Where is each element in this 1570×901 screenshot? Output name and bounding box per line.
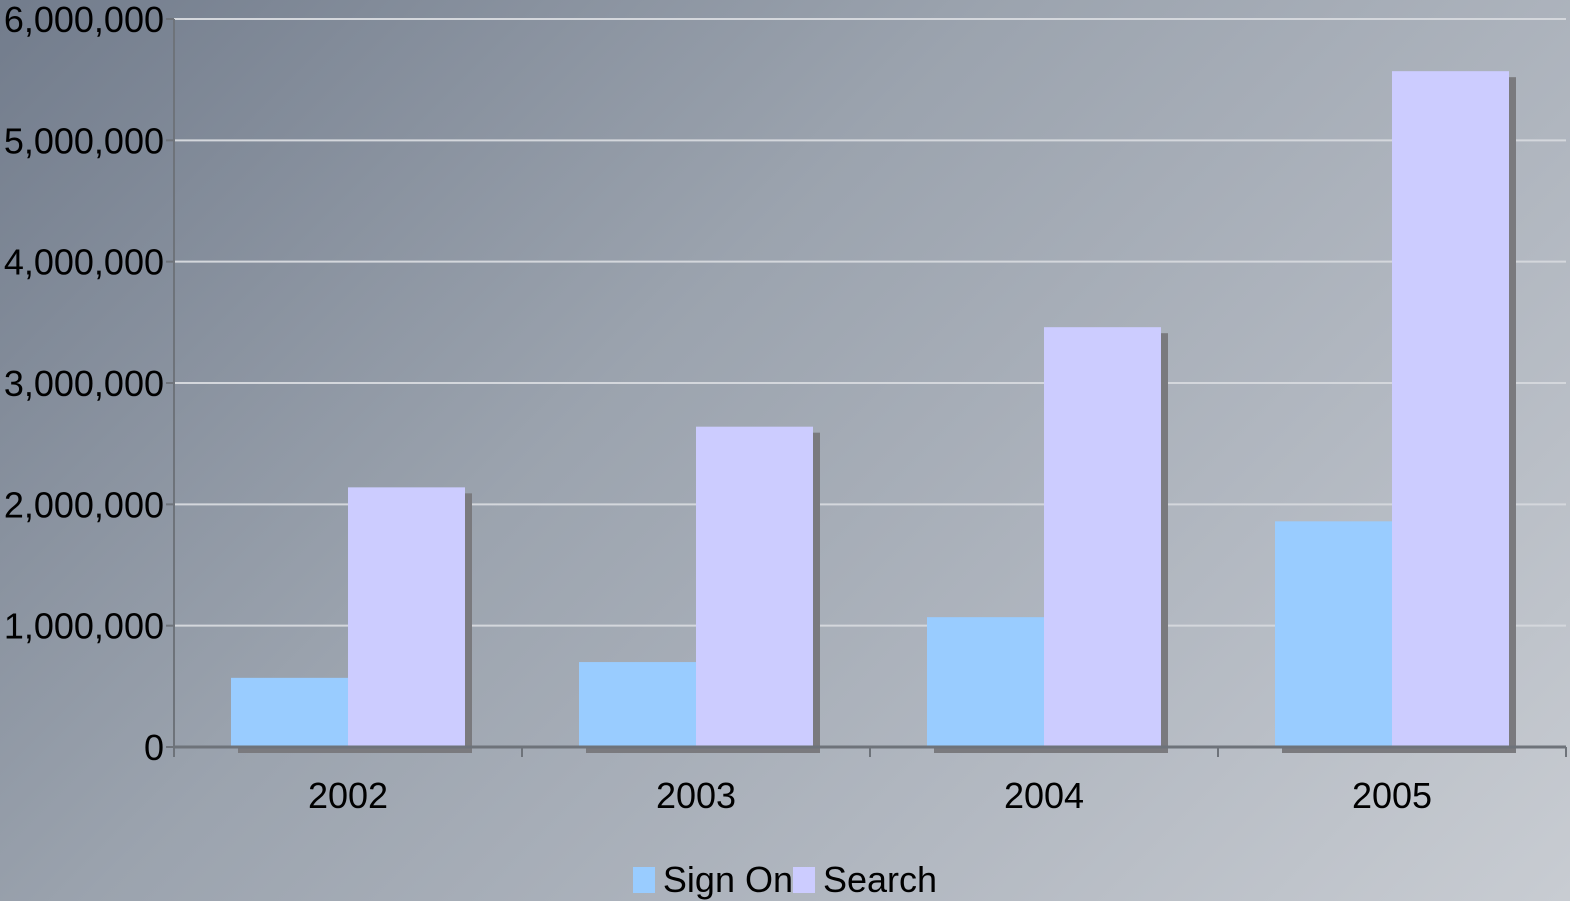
legend-swatch-search [793, 866, 815, 893]
x-tick-labels: 2002 2003 2004 2005 [308, 775, 1432, 816]
bar-search-2002 [348, 487, 465, 747]
bar-sign-on-2004 [927, 617, 1044, 747]
y-tick-label: 3,000,000 [4, 363, 164, 404]
bars [231, 71, 1509, 747]
x-tick-label: 2002 [308, 775, 388, 816]
y-tick-label: 0 [144, 727, 164, 768]
legend-label-search: Search [823, 858, 938, 900]
y-tick-label: 6,000,000 [4, 0, 164, 40]
y-tick-label: 5,000,000 [4, 120, 164, 161]
bar-sign-on-2003 [579, 662, 696, 747]
legend-item-sign-on: Sign On [632, 858, 793, 901]
bar-search-2005 [1392, 71, 1509, 747]
x-tick-label: 2003 [656, 775, 736, 816]
bar-search-2003 [696, 426, 813, 747]
bar-search-2004 [1044, 327, 1161, 747]
legend-label-sign-on: Sign On [662, 858, 793, 900]
legend-item-search: Search [793, 859, 937, 901]
y-tick-label: 4,000,000 [4, 242, 164, 283]
y-tick-label: 1,000,000 [4, 606, 164, 647]
y-tick-labels: 0 1,000,000 2,000,000 3,000,000 4,000,000 5,0… [4, 0, 164, 768]
bar-sign-on-2005 [1275, 521, 1392, 747]
legend: Sign On Search [0, 858, 1570, 901]
x-tick-label: 2004 [1004, 775, 1084, 816]
y-tick-label: 2,000,000 [4, 484, 164, 525]
legend-swatch-sign-on [632, 866, 655, 893]
x-tick-label: 2005 [1352, 775, 1432, 816]
bar-sign-on-2002 [231, 677, 348, 747]
axes [166, 18, 1567, 757]
